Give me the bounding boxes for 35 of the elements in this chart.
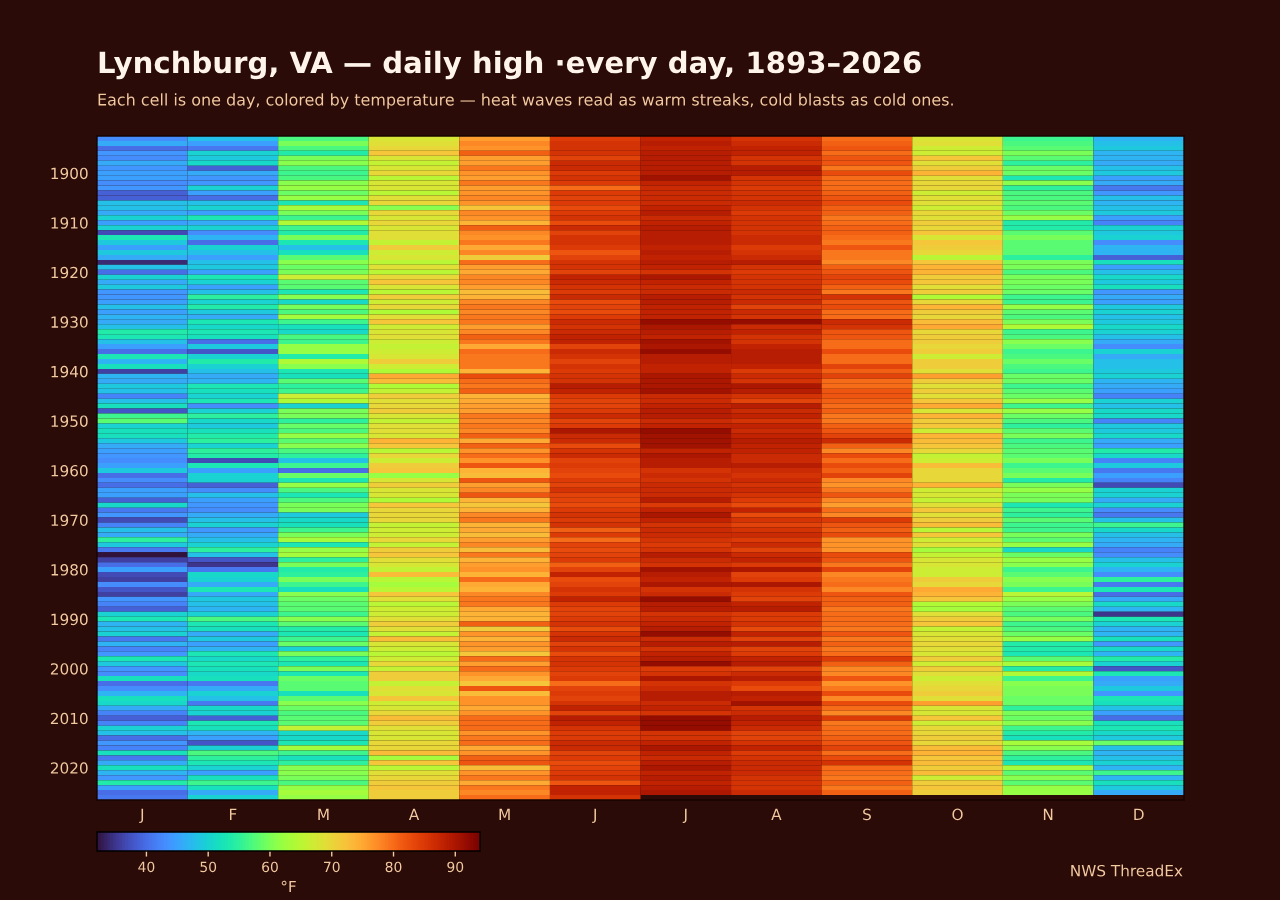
color-bar-title: °F (281, 880, 296, 893)
x-tick-label: A (771, 808, 782, 820)
color-bar-label: 60 (262, 861, 278, 873)
x-tick-label: F (229, 808, 237, 820)
color-bar-label: 70 (324, 861, 340, 873)
y-tick-label: 1990 (51, 613, 88, 626)
y-tick-label: 1930 (51, 316, 88, 328)
x-tick-label: S (863, 808, 871, 821)
color-bar-label: 40 (138, 861, 155, 873)
color-bar-label: 90 (447, 861, 464, 873)
y-tick-label: 2000 (50, 663, 88, 675)
y-tick-label: 1910 (51, 217, 88, 229)
color-bar-label: 50 (200, 861, 217, 873)
x-tick-label: D (1134, 808, 1144, 820)
chart-subtitle: Each cell is one day, colored by temperature — heat waves read as warm streaks, cold blasts as cold ones. (98, 93, 953, 109)
x-tick-label: J (592, 808, 596, 823)
y-tick-label: 1900 (51, 167, 88, 180)
x-tick-label: J (682, 808, 687, 823)
x-tick-label: A (408, 808, 420, 820)
y-tick-label: 1940 (51, 365, 88, 378)
x-tick-label: N (1043, 808, 1053, 820)
text: NWS ThreadEx (1071, 864, 1183, 877)
chart-title: Lynchburg, VA — daily high ·every day, 1893–2026 (99, 50, 921, 80)
x-tick-label: M (318, 808, 329, 820)
x-tick-label: O (952, 808, 963, 821)
y-tick-label: 1920 (51, 266, 88, 279)
color-bar-label: 80 (385, 861, 402, 873)
y-tick-label: 2020 (50, 762, 88, 774)
x-tick-label: J (139, 808, 144, 823)
y-tick-label: 1950 (51, 415, 88, 427)
x-tick-label: M (499, 808, 510, 820)
y-tick-label: 2010 (50, 712, 88, 725)
y-tick-label: 1960 (51, 464, 88, 477)
y-tick-label: 1980 (51, 564, 88, 576)
y-tick-label: 1970 (51, 514, 88, 527)
